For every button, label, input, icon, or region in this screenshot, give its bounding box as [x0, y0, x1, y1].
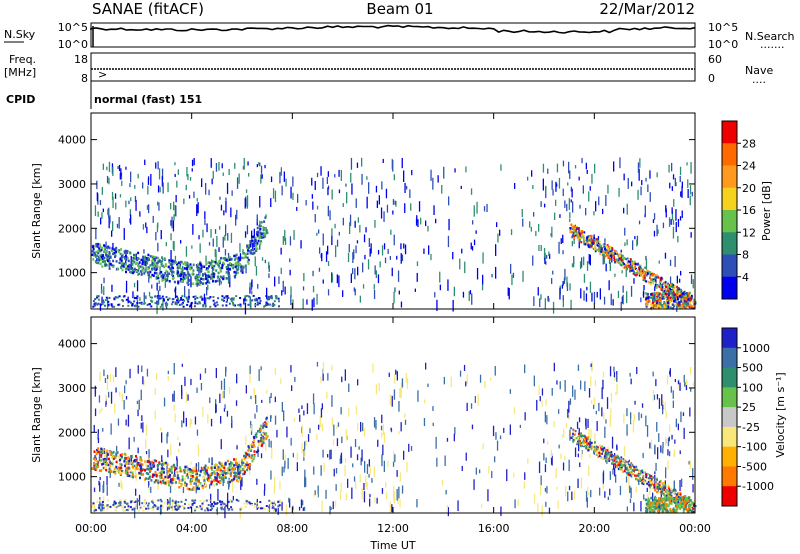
velocity-panel: 1000 2000 3000 4000 Slant Range [km] 1000 50…	[30, 316, 787, 519]
colorbar-segment	[722, 276, 737, 300]
velocity-y-axis-label: Slant Range [km]	[30, 367, 43, 463]
beam-title: Beam 01	[366, 0, 433, 18]
date-title: 22/Mar/2012	[599, 0, 695, 18]
colorbar-segment	[722, 466, 737, 487]
nave-right-tick-high: 60	[708, 53, 722, 66]
time-tick-label: 08:00	[276, 522, 308, 535]
noise-right-label: N.Search	[745, 30, 795, 43]
range-tick-label: 3000	[58, 178, 86, 191]
colorbar-tick-label: 28	[742, 137, 756, 150]
noise-left-label: N.Sky	[4, 28, 36, 41]
colorbar-tick-label: -500	[742, 460, 767, 473]
range-tick-label: 2000	[58, 426, 86, 439]
freq-left-label: Freq.	[9, 53, 36, 66]
noise-traces	[90, 24, 696, 47]
time-tick-label: 20:00	[578, 522, 610, 535]
noise-left-tick-low: 10^0	[58, 38, 88, 51]
power-colorbar: 4 8 12 16 20 24 28	[721, 120, 756, 300]
colorbar-segment	[722, 387, 737, 408]
time-tick-label: 00:00	[75, 522, 107, 535]
colorbar-segment	[722, 328, 737, 349]
colorbar-segment	[722, 486, 737, 507]
nave-right-tick-low: 0	[708, 72, 715, 85]
colorbar-tick-label: 8	[742, 249, 749, 262]
time-tick-label: 16:00	[478, 522, 510, 535]
colorbar-tick-label: -25	[742, 421, 760, 434]
velocity-y-axis: 1000 2000 3000 4000	[58, 338, 695, 484]
colorbar-tick-label: 12	[742, 226, 756, 239]
colorbar-tick-label: 25	[742, 401, 756, 414]
colorbar-segment	[722, 426, 737, 448]
colorbar-segment	[722, 367, 737, 388]
noise-left-tick-high: 10^5	[58, 21, 88, 34]
range-tick-label: 1000	[58, 267, 86, 280]
colorbar-segment	[722, 347, 737, 369]
colorbar-segment	[722, 187, 737, 211]
velocity-colorbar: 1000 500 100 25 -25 -100 -500 -1000	[721, 327, 774, 507]
station-title: SANAE (fitACF)	[92, 0, 204, 18]
colorbar-segment	[722, 143, 737, 166]
power-panel: 1000 2000 3000 4000 Slant Range [km] 4 8 12 16…	[30, 112, 773, 315]
colorbar-tick-label: -1000	[742, 480, 774, 493]
freq-left-tick-low: 8	[81, 72, 88, 85]
cpid-panel: CPID normal (fast) 151	[6, 81, 202, 109]
power-y-axis-label: Slant Range [km]	[30, 163, 43, 259]
colorbar-segment	[722, 165, 737, 189]
frequency-panel: > Freq. [MHz] 18 8 60 0 Nave ....	[4, 52, 773, 86]
range-tick-label: 4000	[58, 338, 86, 351]
noise-right-tick-low: 10^0	[708, 38, 738, 51]
colorbar-segment	[722, 232, 737, 255]
range-tick-label: 1000	[58, 471, 86, 484]
colorbar-segment	[722, 407, 737, 428]
colorbar-tick-label: 500	[742, 362, 763, 375]
cpid-label: CPID	[6, 93, 35, 106]
colorbar-tick-label: 4	[742, 271, 749, 284]
power-range-time-data	[91, 157, 697, 315]
freq-left-tick-high: 18	[74, 53, 88, 66]
power-colorbar-label: Power [dB]	[760, 181, 773, 241]
time-tick-label: 12:00	[377, 522, 409, 535]
range-tick-label: 2000	[58, 222, 86, 235]
cpid-value: normal (fast) 151	[94, 93, 202, 106]
velocity-range-time-data	[91, 361, 697, 519]
colorbar-tick-label: 100	[742, 381, 763, 394]
power-y-axis: 1000 2000 3000 4000	[58, 134, 695, 280]
range-tick-label: 3000	[58, 382, 86, 395]
time-tick-label: 04:00	[176, 522, 208, 535]
nave-right-label: Nave	[745, 64, 773, 77]
colorbar-tick-label: 1000	[742, 342, 770, 355]
noise-right-dotted-marker: .......	[760, 38, 784, 51]
colorbar-tick-label: 16	[742, 204, 756, 217]
colorbar-segment	[722, 121, 737, 144]
colorbar-tick-label: 24	[742, 160, 756, 173]
colorbar-segment	[722, 210, 737, 233]
time-axis-label: Time UT	[369, 539, 415, 552]
nave-right-dotted-marker: ....	[752, 73, 766, 86]
time-tick-label: 00:00	[679, 522, 711, 535]
velocity-colorbar-label: Velocity [m s⁻¹]	[774, 372, 787, 457]
time-axis: 00:00 04:00 08:00 12:00 16:00 20:00 00:00	[75, 113, 711, 535]
range-tick-label: 4000	[58, 134, 86, 147]
colorbar-tick-label: 20	[742, 182, 756, 195]
freq-left-unit: [MHz]	[4, 66, 36, 79]
colorbar-tick-label: -100	[742, 441, 767, 454]
colorbar-segment	[722, 254, 737, 278]
colorbar-segment	[722, 446, 737, 467]
noise-panel: N.Sky 10^5 10^0 10^5 10^0 N.Search .....…	[4, 21, 795, 51]
noise-right-tick-high: 10^5	[708, 21, 738, 34]
freq-marker: >	[98, 68, 107, 81]
